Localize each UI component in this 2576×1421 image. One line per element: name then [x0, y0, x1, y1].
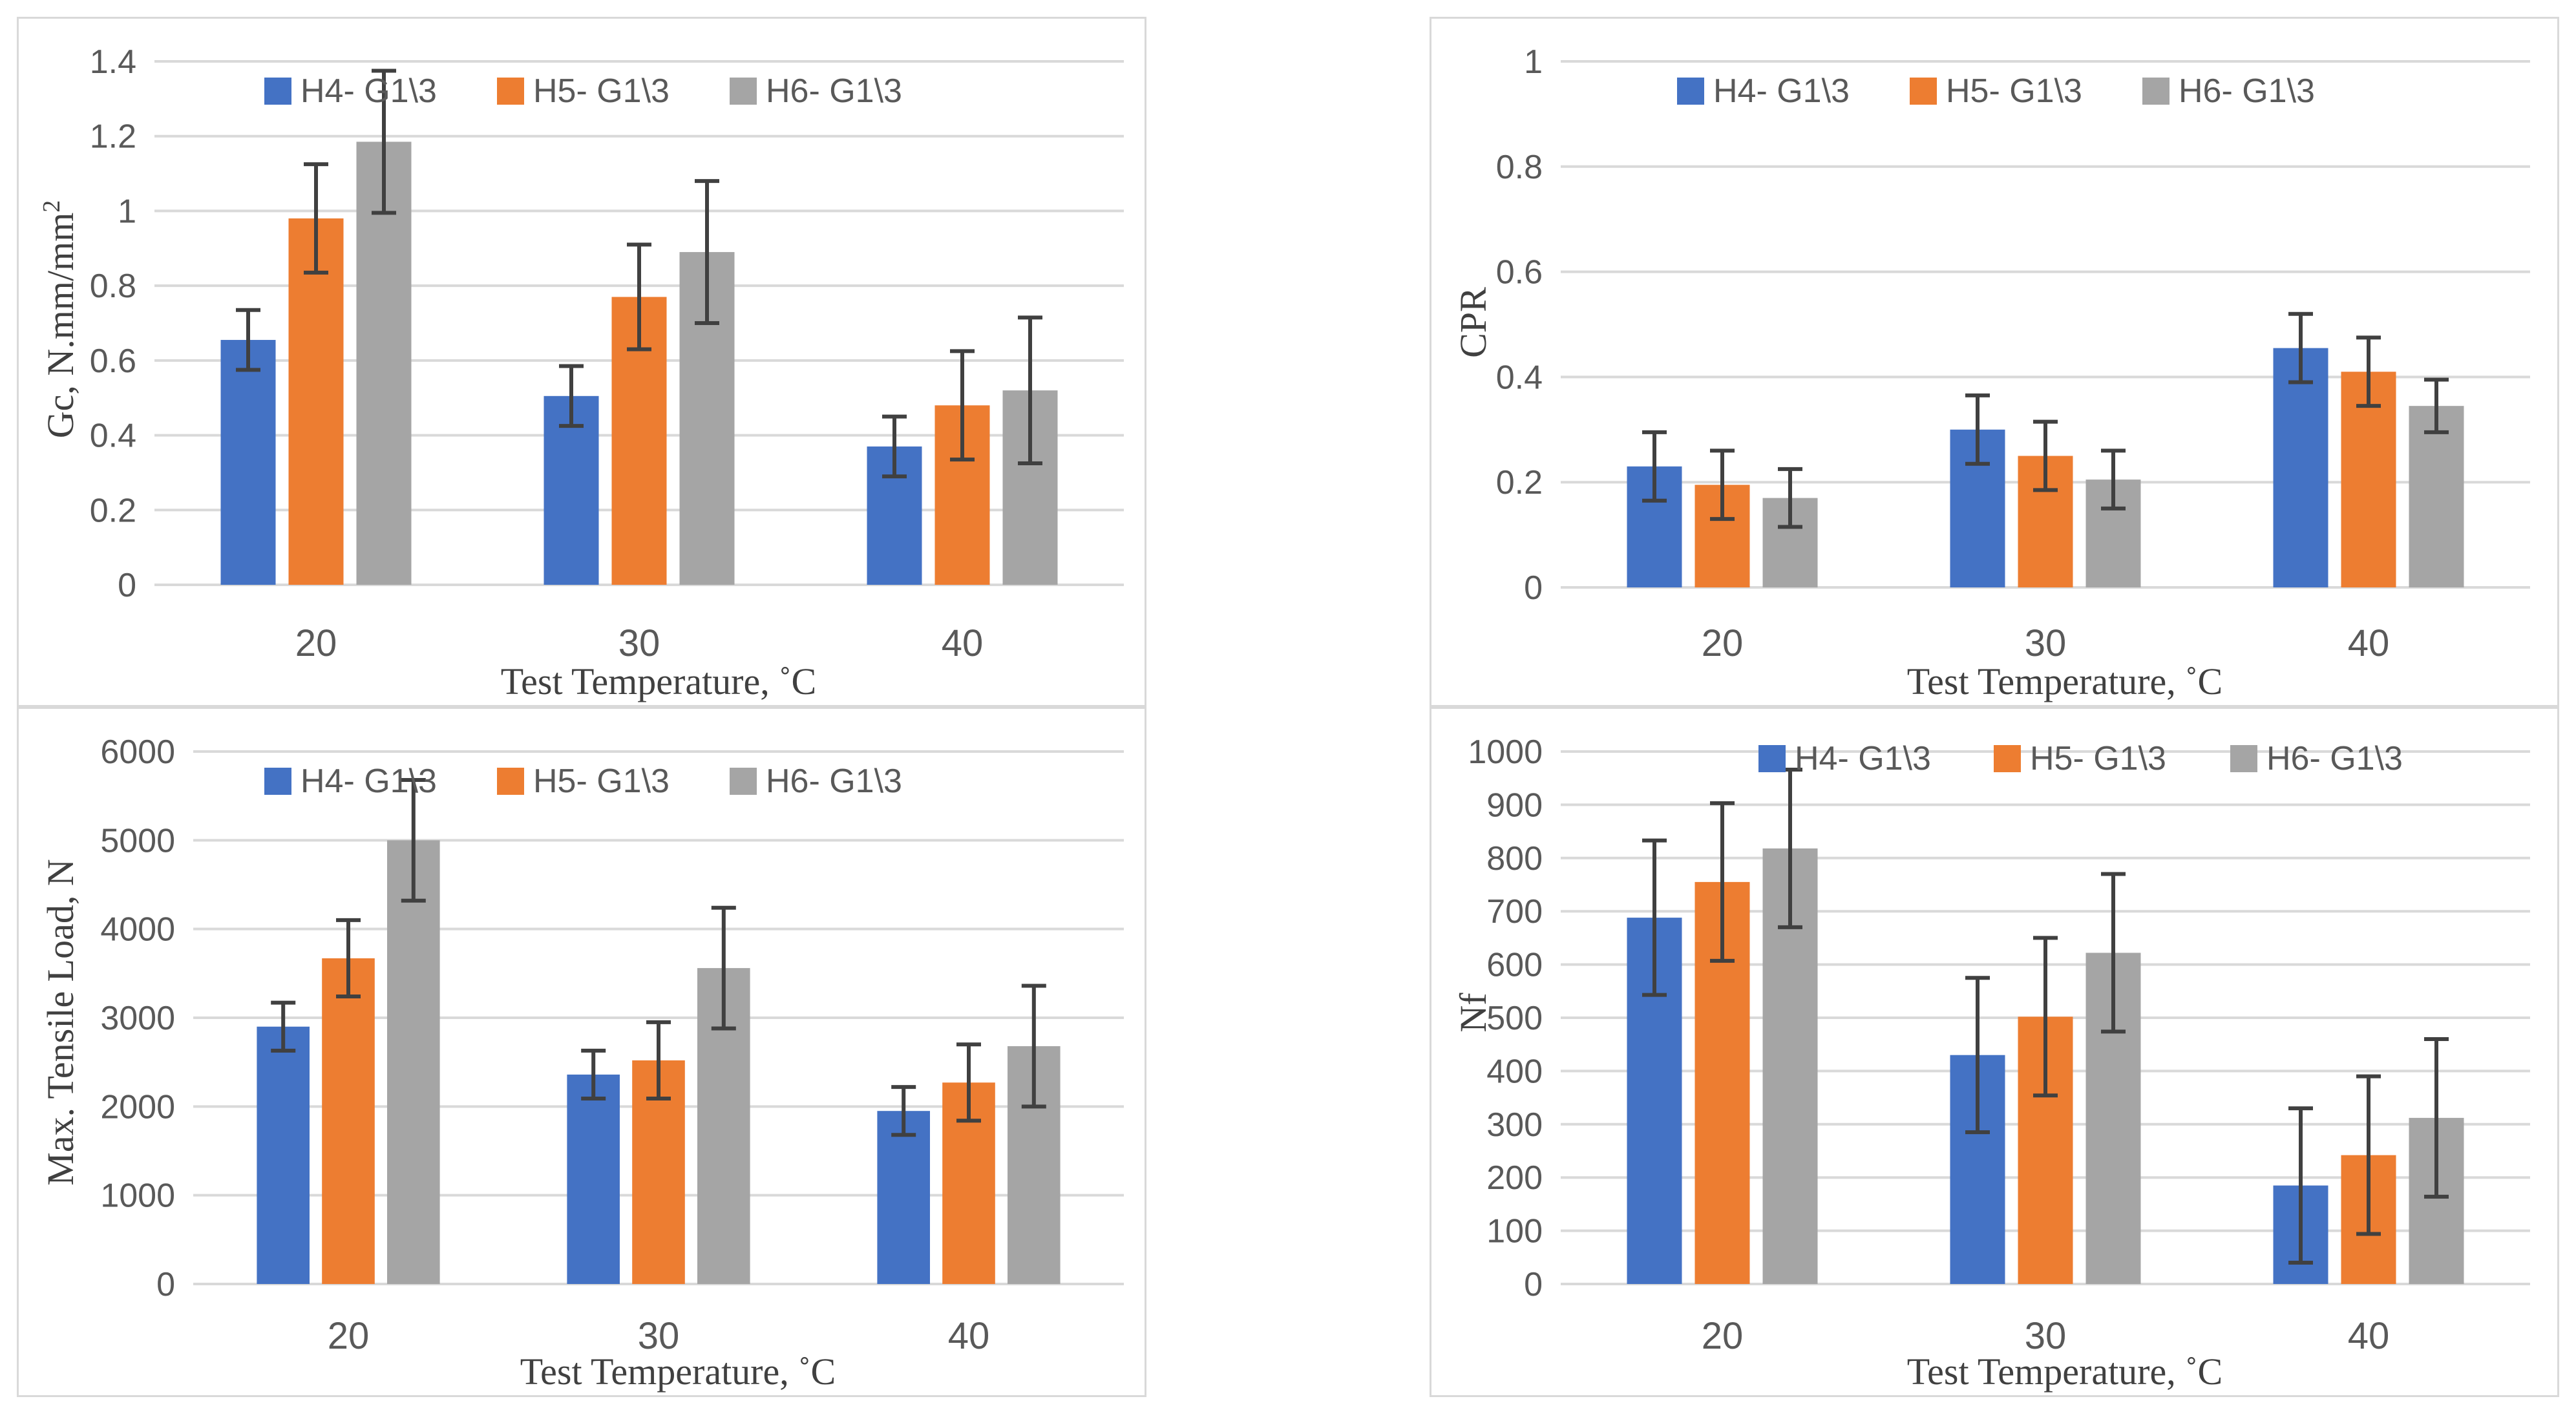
legend-label-h6: H6- G1\3	[2266, 740, 2403, 777]
category-label: 20	[1702, 622, 1744, 664]
y-tick-label: 0	[1524, 569, 1543, 607]
legend-label-h4: H4- G1\3	[301, 72, 437, 110]
y-tick-label: 1	[118, 193, 136, 230]
y-tick-label: 2000	[100, 1088, 175, 1126]
legend-swatch-h4	[264, 768, 291, 795]
y-tick-label: 0	[156, 1266, 175, 1303]
x-axis-label: Test Temperature, ˚C	[520, 1351, 836, 1393]
y-tick-label: 100	[1486, 1213, 1543, 1250]
legend-swatch-h4	[264, 78, 291, 105]
category-label: 40	[2348, 1315, 2390, 1357]
legend-label-h5: H5- G1\3	[533, 763, 670, 800]
cpr-chart-panel: 0 0.2 0.4 0.6 0.8 1 20 30 40 H4- G1\3 H5- G1\3 H6- …	[1430, 17, 2559, 707]
legend-swatch-h6	[730, 768, 757, 795]
bar-h5-20	[288, 218, 344, 585]
nf-chart-panel: 0 100 200 300 400 500 600 700 800 900 1000 20 30 40 H4…	[1430, 707, 2559, 1397]
y-tick-label: 0.2	[1496, 464, 1543, 501]
category-label: 30	[618, 622, 660, 664]
legend-swatch-h5	[1910, 78, 1937, 105]
y-tick-label: 1000	[1468, 733, 1543, 771]
y-axis-label: Max. Tensile Load, N	[39, 859, 81, 1186]
y-tick-label: 1000	[100, 1177, 175, 1215]
legend-swatch-h4	[1758, 745, 1786, 772]
legend-swatch-h4	[1677, 78, 1704, 105]
legend-swatch-h5	[1994, 745, 2021, 772]
y-tick-label: 700	[1486, 893, 1543, 931]
legend-swatch-h5	[497, 768, 524, 795]
bar-h4-40	[2273, 348, 2328, 587]
bar-h4-20	[220, 340, 276, 585]
y-axis-label: Nf	[1452, 993, 1494, 1033]
y-tick-label: 900	[1486, 786, 1543, 824]
legend-label-h4: H4- G1\3	[1795, 740, 1931, 777]
gc-chart: 0 0.2 0.4 0.6 0.8 1 1.2 1.4 20 30 40 H4- G1\3 H5- G1…	[38, 43, 1124, 702]
x-axis-label: Test Temperature, ˚C	[1907, 1351, 2222, 1393]
category-label: 20	[328, 1315, 370, 1357]
bar-h6-20	[387, 840, 440, 1284]
legend-label-h5: H5- G1\3	[2030, 740, 2166, 777]
y-axis-label: CPR	[1452, 287, 1494, 358]
legend-label-h5: H5- G1\3	[533, 72, 670, 110]
category-label: 40	[942, 622, 984, 664]
y-axis-label: Gc, N.mm/mm2	[38, 200, 81, 439]
y-tick-label: 4000	[100, 911, 175, 949]
gc-chart-panel: 0 0.2 0.4 0.6 0.8 1 1.2 1.4 20 30 40 H4- G1\3 H5- G1…	[17, 17, 1146, 707]
y-tick-label: 0	[1524, 1266, 1543, 1303]
legend-label-h6: H6- G1\3	[766, 763, 902, 800]
y-tick-label: 600	[1486, 947, 1543, 984]
y-tick-label: 0.4	[1496, 359, 1543, 396]
y-tick-label: 1	[1524, 43, 1543, 81]
legend-label-h5: H5- G1\3	[1946, 72, 2082, 110]
category-label: 20	[1702, 1315, 1744, 1357]
y-tick-label: 3000	[100, 1000, 175, 1037]
bar-h4-30	[567, 1074, 620, 1284]
y-tick-label: 200	[1486, 1159, 1543, 1197]
bar-h6-20	[356, 142, 412, 585]
y-tick-label: 0.8	[90, 268, 136, 305]
legend-swatch-h6	[2230, 745, 2257, 772]
y-tick-label: 5000	[100, 822, 175, 859]
legend-swatch-h6	[730, 78, 757, 105]
legend-label-h6: H6- G1\3	[766, 72, 902, 110]
y-tick-label: 6000	[100, 733, 175, 771]
tensile-load-chart: 0 1000 2000 3000 4000 5000 6000 20 30 40 H4- G1\3 H…	[39, 733, 1124, 1393]
legend-swatch-h5	[497, 78, 524, 105]
category-label: 40	[948, 1315, 990, 1357]
y-tick-label: 0.6	[1496, 254, 1543, 291]
y-tick-label: 0.4	[90, 417, 136, 455]
y-tick-label: 0	[118, 567, 136, 604]
y-tick-label: 0.8	[1496, 149, 1543, 186]
y-tick-label: 0.6	[90, 342, 136, 380]
y-tick-label: 300	[1486, 1106, 1543, 1144]
category-label: 30	[638, 1315, 680, 1357]
bar-h5-20	[322, 958, 375, 1284]
bar-h4-20	[257, 1026, 310, 1284]
y-tick-label: 0.2	[90, 492, 136, 529]
x-axis-label: Test Temperature, ˚C	[1907, 660, 2222, 702]
y-tick-label: 1.4	[90, 43, 136, 81]
y-tick-label: 800	[1486, 840, 1543, 878]
category-label: 20	[295, 622, 337, 664]
nf-chart: 0 100 200 300 400 500 600 700 800 900 1000 20 30 40 H4…	[1452, 733, 2530, 1393]
tensile-load-chart-panel: 0 1000 2000 3000 4000 5000 6000 20 30 40 H4- G1\3 H…	[17, 707, 1146, 1397]
bar-h4-40	[877, 1111, 930, 1284]
legend-label-h4: H4- G1\3	[301, 763, 437, 800]
legend-swatch-h6	[2142, 78, 2170, 105]
y-axis-label-superscript: 2	[38, 200, 65, 213]
bar-h6-40	[2409, 406, 2464, 587]
cpr-chart: 0 0.2 0.4 0.6 0.8 1 20 30 40 H4- G1\3 H5- G1\3 H6- …	[1452, 43, 2530, 702]
category-label: 30	[2025, 622, 2067, 664]
y-tick-label: 500	[1486, 1000, 1543, 1037]
y-tick-label: 400	[1486, 1053, 1543, 1090]
legend-label-h4: H4- G1\3	[1713, 72, 1850, 110]
category-label: 30	[2025, 1315, 2067, 1357]
legend-label-h6: H6- G1\3	[2179, 72, 2315, 110]
y-tick-label: 1.2	[90, 118, 136, 156]
x-axis-label: Test Temperature, ˚C	[501, 660, 816, 702]
category-label: 40	[2348, 622, 2390, 664]
